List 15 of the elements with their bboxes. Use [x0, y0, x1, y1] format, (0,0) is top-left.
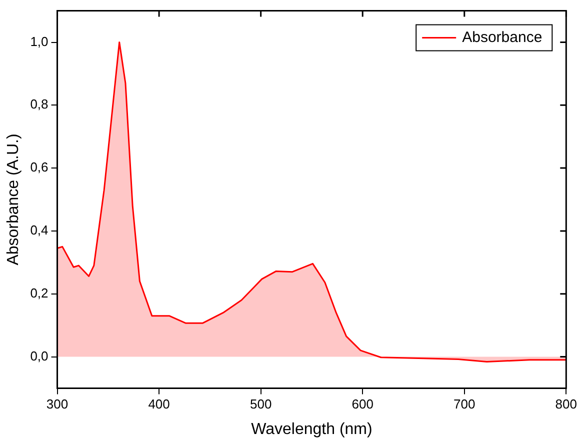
legend-label: Absorbance: [462, 28, 542, 46]
y-axis-title: Absorbance (A.U.): [5, 134, 22, 266]
y-tick-label: 0,2: [30, 285, 48, 300]
x-tick-label: 600: [352, 396, 374, 412]
y-tick-label: 0,6: [30, 160, 48, 175]
y-tick-label: 0,8: [30, 96, 48, 112]
y-tick-label: 1,0: [30, 34, 48, 49]
y-tick-label: 0,4: [30, 222, 48, 238]
x-tick-label: 400: [148, 396, 170, 412]
x-tick-label: 500: [250, 396, 272, 412]
x-tick-label: 700: [454, 396, 476, 412]
x-tick-label: 300: [46, 396, 68, 412]
x-axis-title: Wavelength (nm): [251, 420, 372, 438]
y-tick-label: 0,0: [30, 348, 48, 364]
x-tick-label: 800: [555, 396, 578, 412]
